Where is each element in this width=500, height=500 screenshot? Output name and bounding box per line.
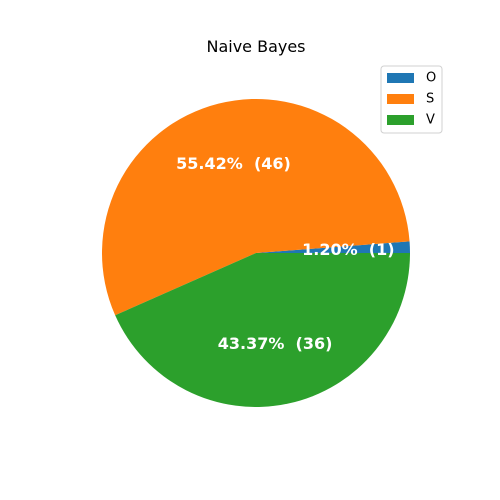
legend-swatch-o bbox=[387, 73, 414, 83]
legend: OSV bbox=[380, 65, 443, 134]
pie-slices bbox=[101, 98, 411, 407]
chart-title: Naive Bayes bbox=[206, 37, 305, 56]
legend-label-s: S bbox=[426, 92, 434, 107]
legend-swatch-s bbox=[387, 94, 414, 104]
legend-swatch-v bbox=[387, 115, 414, 125]
slice-label-o: 1.20% (1) bbox=[302, 240, 394, 259]
pie-labels: 1.20% (1) 55.42% (46) 43.37% (36) bbox=[176, 154, 394, 353]
legend-label-v: V bbox=[426, 113, 435, 128]
slice-label-v: 43.37% (36) bbox=[218, 334, 333, 353]
pie-slice-v bbox=[115, 253, 411, 407]
pie-slice-o bbox=[256, 241, 410, 253]
slice-label-s: 55.42% (46) bbox=[176, 154, 291, 173]
pie-slice-s bbox=[101, 98, 410, 316]
legend-label-o: O bbox=[426, 71, 436, 86]
